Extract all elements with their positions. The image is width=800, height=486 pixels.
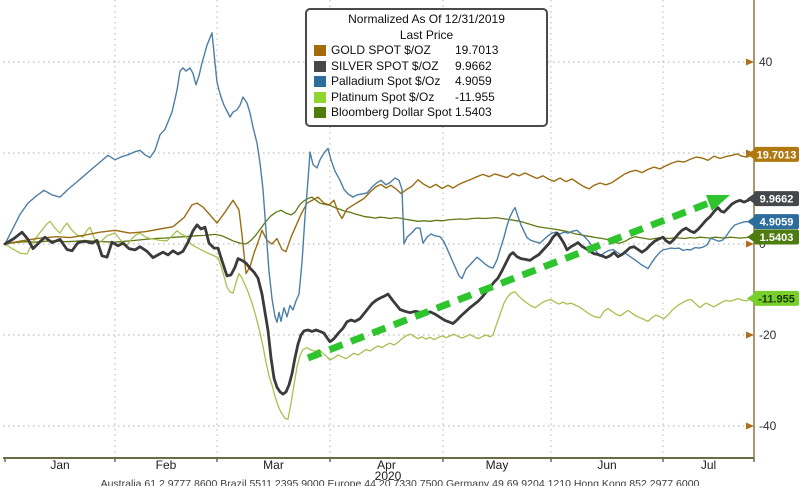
- badge-notch-platinum: [747, 292, 755, 304]
- legend-swatch-dollar: [314, 107, 326, 119]
- legend-swatch-silver: [314, 60, 326, 72]
- badge-notch-silver: [747, 193, 755, 205]
- last-price-badge-palladium: 4.9059: [760, 217, 794, 229]
- badge-rect-dollar: [754, 229, 799, 245]
- trend-arrow-head: [706, 195, 730, 211]
- y-tick-label--20: -20: [759, 328, 777, 342]
- legend-value-dollar: 1.5403: [455, 105, 492, 119]
- x-axis-label-mar: Mar: [263, 458, 284, 472]
- y-tick-marker-40: [746, 58, 754, 66]
- legend-title: Normalized As Of 12/31/2019: [348, 12, 505, 26]
- x-axis-label-apr: Apr: [377, 458, 396, 472]
- badge-notch-dollar: [747, 231, 755, 243]
- y-tick-label-40: 40: [759, 55, 773, 69]
- badge-notch-palladium: [747, 216, 755, 228]
- trend-arrow-shaft: [306, 197, 716, 362]
- badge-rect-palladium: [754, 214, 799, 230]
- legend-item-gold: GOLD SPOT $/OZ 19.7013: [314, 43, 539, 59]
- x-axis-label-feb: Feb: [156, 458, 177, 472]
- y-tick-marker--40: [746, 422, 754, 430]
- x-axis-label-may: May: [486, 458, 509, 472]
- legend-subtitle: Last Price: [399, 27, 454, 42]
- legend-label-platinum: Platinum Spot $/Oz: [331, 89, 435, 104]
- legend-label-silver: SILVER SPOT $/OZ: [331, 58, 439, 73]
- legend-item-platinum: Platinum Spot $/Oz -11.955: [314, 90, 539, 106]
- legend-item-dollar: Bloomberg Dollar Spot 1.5403: [314, 105, 539, 121]
- legend-swatch-platinum: [314, 91, 326, 103]
- legend-item-silver: SILVER SPOT $/OZ 9.9662: [314, 59, 539, 75]
- series-line-silver: [3, 197, 754, 396]
- x-axis-label-jul: Jul: [701, 458, 716, 472]
- legend-value-silver: 9.9662: [455, 58, 492, 73]
- badge-rect-gold: [754, 146, 799, 162]
- legend-box: Normalized As Of 12/31/2019 Last Price G…: [305, 8, 548, 127]
- legend-value-platinum: -11.955: [455, 89, 495, 104]
- series-line-platinum: [4, 220, 753, 420]
- y-tick-marker--20: [746, 331, 754, 339]
- footer-text: Australia 61 2 9777 8600 Brazil 5511 239…: [100, 478, 700, 486]
- badge-notch-gold: [747, 148, 755, 160]
- legend-label-palladium: Palladium Spot $/Oz: [331, 74, 441, 88]
- series-line-gold: [4, 153, 753, 275]
- last-price-badge-gold: 19.7013: [757, 149, 797, 161]
- x-axis-label-jan: Jan: [50, 458, 69, 472]
- series-line-palladium: [4, 32, 753, 323]
- legend-value-gold: 19.7013: [455, 43, 499, 57]
- y-tick-marker-0: [746, 240, 754, 248]
- series-line-dollar: [4, 196, 753, 245]
- last-price-badge-silver: 9.9662: [760, 194, 794, 206]
- badge-rect-platinum: [754, 290, 799, 306]
- x-axis-label-jun: Jun: [597, 458, 616, 472]
- last-price-badge-platinum: -11.955: [758, 293, 795, 305]
- legend-value-palladium: 4.9059: [455, 74, 492, 88]
- x-axis-year-label: 2020: [375, 469, 402, 483]
- legend-swatch-palladium: [314, 76, 326, 88]
- badge-rect-silver: [754, 191, 799, 207]
- y-tick-label--40: -40: [759, 419, 777, 433]
- legend-swatch-gold: [314, 45, 326, 57]
- legend-label-gold: GOLD SPOT $/OZ: [331, 43, 431, 57]
- legend-item-palladium: Palladium Spot $/Oz 4.9059: [314, 74, 539, 90]
- last-price-badge-dollar: 1.5403: [760, 232, 794, 244]
- legend-label-dollar: Bloomberg Dollar Spot: [331, 105, 452, 119]
